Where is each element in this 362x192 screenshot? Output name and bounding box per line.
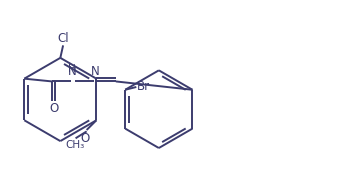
Text: N: N bbox=[68, 65, 76, 78]
Text: H: H bbox=[68, 64, 76, 74]
Text: N: N bbox=[90, 65, 100, 78]
Text: O: O bbox=[81, 132, 90, 145]
Text: Cl: Cl bbox=[57, 32, 69, 45]
Text: O: O bbox=[49, 102, 58, 115]
Text: Br: Br bbox=[137, 80, 150, 93]
Text: CH₃: CH₃ bbox=[65, 140, 84, 150]
